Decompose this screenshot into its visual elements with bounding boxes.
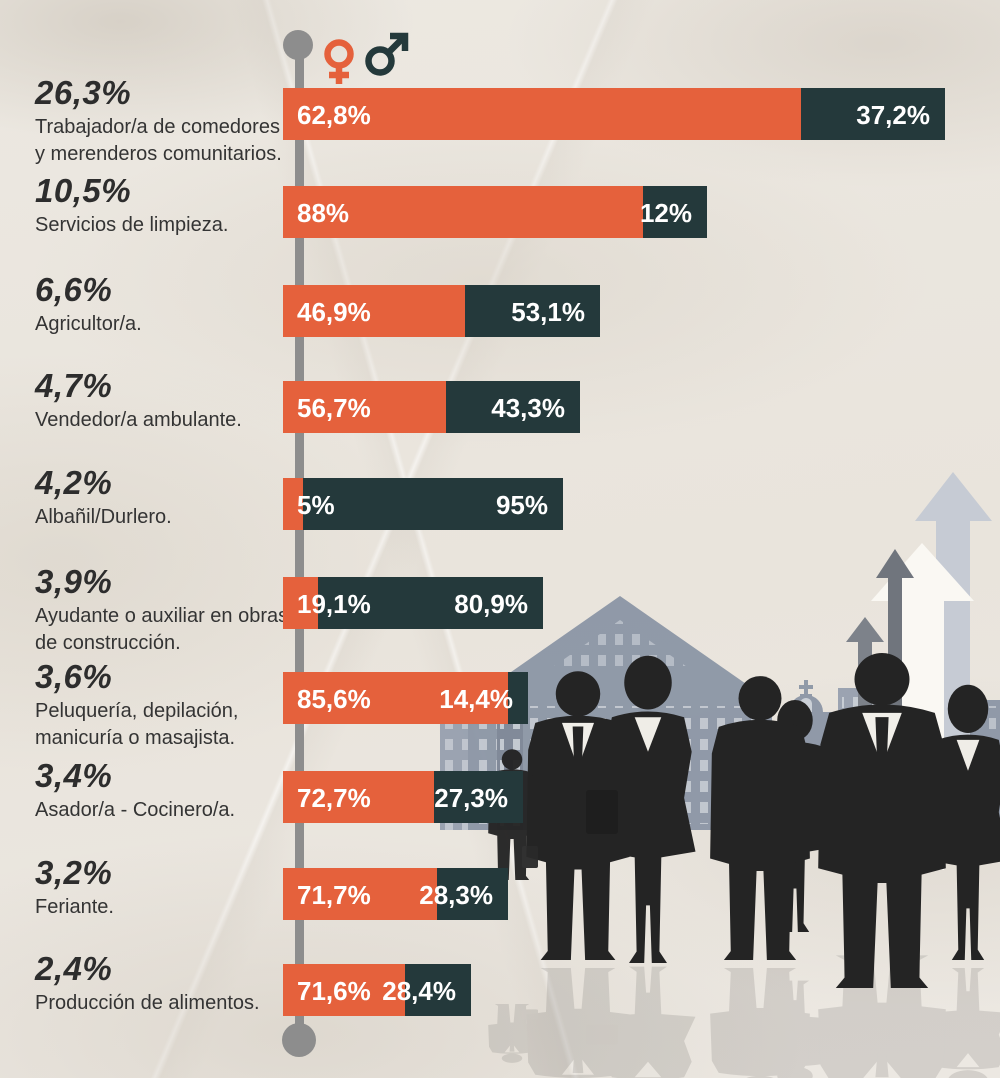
occupation-share-value: 3,2% [35,854,113,891]
occupation-label: Albañil/Durlero. [35,506,172,528]
occupation-share-value: 2,4% [35,950,113,987]
stacked-bar: 46,9% 53,1% [283,285,600,337]
occupation-block: 3,4% Asador/a - Cocinero/a. [35,757,297,824]
occupation-share-value: 4,2% [35,464,113,501]
occupation-share-value: 6,6% [35,271,113,308]
business-people-silhouettes [488,653,1000,988]
female-segment [283,88,801,140]
female-segment [283,771,434,823]
occupation-block: 26,3% Trabajador/a de comedores y merende… [35,74,297,168]
timeline-top-dot [283,30,313,60]
stacked-bar: 19,1% 80,9% [283,577,543,629]
occupation-share-value: 3,9% [35,563,113,600]
occupation-block: 3,9% Ayudante o auxiliar en obras de cons… [35,563,297,657]
occupation-label: Producción de alimentos. [35,992,260,1014]
female-value: 62,8% [297,100,371,130]
occupation-block: 3,2% Feriante. [35,854,297,921]
occupation-label: Peluquería, depilación, manicuría o masa… [35,700,239,749]
male-value: 95% [495,490,548,520]
male-value: 43,3% [491,393,565,423]
stacked-bar: 85,6% 14,4% [283,672,528,724]
female-segment [283,964,405,1016]
occupation-label: Servicios de limpieza. [35,214,229,236]
female-segment [283,285,465,337]
female-segment [283,186,643,238]
occupation-share-value: 4,7% [35,367,113,404]
male-value: 80,9% [454,589,528,619]
occupation-share-value: 10,5% [35,172,132,209]
occupation-label: Ayudante o auxiliar en obras de construc… [35,605,289,654]
male-value: 27,3% [434,783,508,813]
female-value: 46,9% [297,297,371,327]
stacked-bar: 62,8% 37,2% [283,88,945,140]
occupation-block: 4,7% Vendedor/a ambulante. [35,367,297,434]
occupation-block: 4,2% Albañil/Durlero. [35,464,297,531]
occupation-share-value: 26,3% [35,74,132,111]
female-segment [283,672,508,724]
timeline-bottom-dot [282,1023,316,1057]
female-value: 56,7% [297,393,371,423]
female-segment [283,478,303,530]
female-value: 72,7% [297,783,371,813]
occupation-block: 3,6% Peluquería, depilación, manicuría o … [35,658,297,752]
occupation-block: 10,5% Servicios de limpieza. [35,172,297,239]
male-icon [365,32,409,76]
stacked-bar: 72,7% 27,3% [283,771,523,823]
occupation-label: Vendedor/a ambulante. [35,409,242,431]
stacked-bar: 88% 12% [283,186,707,238]
female-icon [324,39,354,84]
stacked-bar: 71,6% 28,4% [283,964,471,1016]
stacked-bar: 5% 95% [283,478,563,530]
female-segment [283,381,446,433]
timeline-line [295,45,304,1040]
occupation-block: 6,6% Agricultor/a. [35,271,297,338]
occupation-label: Agricultor/a. [35,313,142,335]
stacked-bar: 56,7% 43,3% [283,381,580,433]
female-value: 71,7% [297,880,371,910]
female-segment [283,577,318,629]
occupation-label: Asador/a - Cocinero/a. [35,799,236,821]
occupation-label: Trabajador/a de comedores y merenderos c… [35,116,282,165]
occupation-share-value: 3,6% [35,658,113,695]
stacked-bar: 71,7% 28,3% [283,868,508,920]
occupation-share-value: 3,4% [35,757,113,794]
male-value: 37,2% [856,100,930,130]
female-value: 5% [297,490,335,520]
male-value: 53,1% [511,297,585,327]
occupation-label: Feriante. [35,896,114,918]
male-value: 28,4% [382,976,456,1006]
male-value: 28,3% [419,880,493,910]
female-segment [283,868,437,920]
occupation-block: 2,4% Producción de alimentos. [35,950,297,1017]
female-value: 71,6% [297,976,371,1006]
female-value: 88% [297,198,350,228]
male-value: 14,4% [439,684,513,714]
male-value: 12% [639,198,692,228]
gender-legend [324,32,409,84]
female-value: 19,1% [297,589,371,619]
female-value: 85,6% [297,684,371,714]
